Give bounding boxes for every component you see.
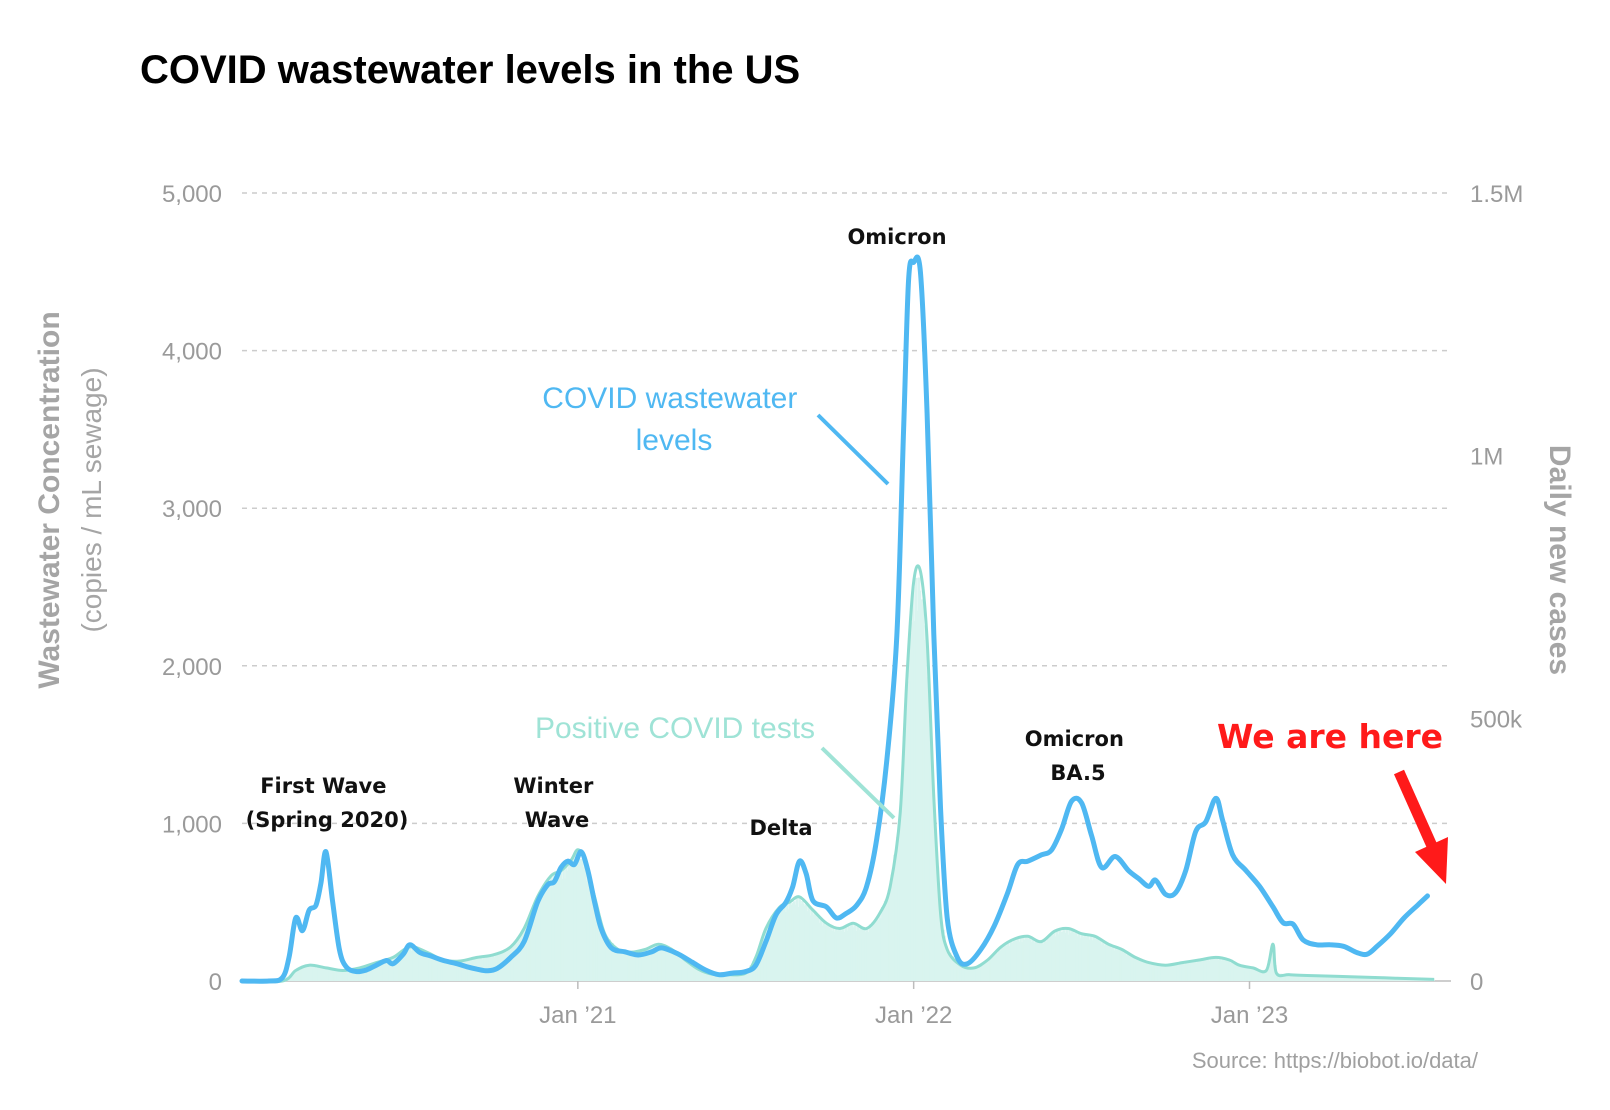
x-tick-label: Jan ’22 [875, 1002, 952, 1029]
annotation-omicron: Omicron [847, 225, 946, 249]
y-right-tick-label: 500k [1470, 706, 1523, 733]
y-left-tick-label: 0 [209, 969, 222, 996]
cases-bars-layer [281, 577, 1435, 981]
y-right-tick-label: 0 [1470, 969, 1483, 996]
wastewater-callout-leader [816, 413, 890, 486]
annotation-first-wave-line-2: (Spring 2020) [246, 808, 409, 832]
annotation-first-wave: First Wave (Spring 2020) [246, 774, 409, 832]
wastewater-series-label: COVID wastewater levels [542, 382, 805, 457]
annotation-winter-wave: Winter Wave [513, 774, 600, 832]
wastewater-series-label-line-2: levels [636, 424, 713, 457]
y-left-tick-label: 4,000 [162, 339, 222, 366]
y-left-tick-label: 3,000 [162, 496, 222, 523]
y-right-tick-label: 1.5M [1470, 181, 1523, 208]
x-tick-label: Jan ’21 [539, 1002, 616, 1029]
chart-title: COVID wastewater levels in the US [140, 48, 801, 92]
annotation-first-wave-line-1: First Wave [260, 774, 386, 798]
cases-series-label: Positive COVID tests [535, 712, 815, 745]
source-note: Source: https://biobot.io/data/ [1192, 1048, 1479, 1073]
annotation-winter-wave-line-2: Wave [525, 808, 590, 832]
y-left-tick-label: 2,000 [162, 654, 222, 681]
we-are-here-arrow-shaft [1393, 769, 1438, 849]
axis-ticks-layer: 0 1,000 2,000 3,000 4,000 5,000 0 500k 1M 1.5M Jan… [162, 181, 1523, 1029]
y-right-tick-label: 1M [1470, 444, 1503, 471]
y-right-axis-title: Daily new cases [1543, 445, 1576, 675]
annotation-delta: Delta [749, 816, 812, 840]
cases-callout-leader [820, 746, 896, 820]
we-are-here-label: We are here [1217, 717, 1443, 756]
positive-tests-line [241, 564, 1435, 984]
grid-layer [242, 192, 1451, 982]
y-left-tick-label: 5,000 [162, 181, 222, 208]
wastewater-series-label-line-1: COVID wastewater [542, 382, 797, 415]
y-left-axis-title: Wastewater Concentration [33, 311, 66, 688]
y-left-axis-subtitle: (copies / mL sewage) [76, 367, 107, 632]
annotation-omicron-ba5: Omicron BA.5 [1025, 727, 1131, 785]
we-are-here-arrow-head [1415, 837, 1448, 884]
annotation-omicron-ba5-line-2: BA.5 [1050, 761, 1105, 785]
x-tick-label: Jan ’23 [1211, 1002, 1288, 1029]
annotation-omicron-ba5-line-1: Omicron [1025, 727, 1124, 751]
series-layer [239, 254, 1435, 984]
y-left-tick-label: 1,000 [162, 811, 222, 838]
annotation-winter-wave-line-1: Winter [513, 774, 594, 798]
wastewater-line [239, 254, 1430, 984]
